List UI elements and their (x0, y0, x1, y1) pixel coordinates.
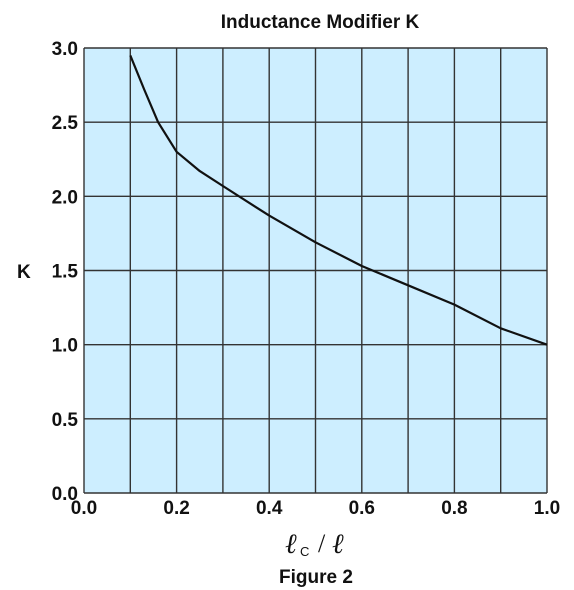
y-tick-label: 0.0 (52, 484, 78, 505)
x-tick-label: 0.8 (441, 498, 467, 519)
series-line (129, 54, 548, 346)
x-axis-label-symbol: ℓ (285, 529, 297, 560)
x-tick-labels: 0.0 0.2 0.4 0.6 0.8 1.0 (71, 498, 560, 519)
chart-title: Inductance Modifier K (221, 12, 420, 33)
x-tick-label: 0.0 (71, 498, 97, 519)
y-tick-label: 3.0 (52, 39, 78, 60)
y-tick-label: 1.5 (52, 262, 79, 283)
y-tick-label: 2.0 (52, 187, 78, 208)
x-tick-label: 0.6 (349, 498, 375, 519)
y-tick-label: 1.0 (52, 336, 78, 357)
x-axis-label-separator: / (318, 529, 326, 558)
y-axis-label: K (17, 262, 31, 283)
x-axis-label-denominator: ℓ (332, 529, 344, 560)
x-axis-label: ℓ C / ℓ (285, 529, 344, 560)
x-tick-label: 0.4 (256, 498, 283, 519)
y-tick-labels: 0.0 0.5 1.0 1.5 2.0 2.5 3.0 (52, 39, 79, 505)
figure-caption: Figure 2 (279, 567, 353, 588)
x-tick-label: 0.2 (163, 498, 189, 519)
y-tick-label: 0.5 (52, 410, 79, 431)
grid-lines (83, 47, 548, 494)
x-axis-label-subscript: C (300, 544, 309, 559)
y-tick-label: 2.5 (52, 113, 79, 134)
x-tick-label: 1.0 (534, 498, 560, 519)
